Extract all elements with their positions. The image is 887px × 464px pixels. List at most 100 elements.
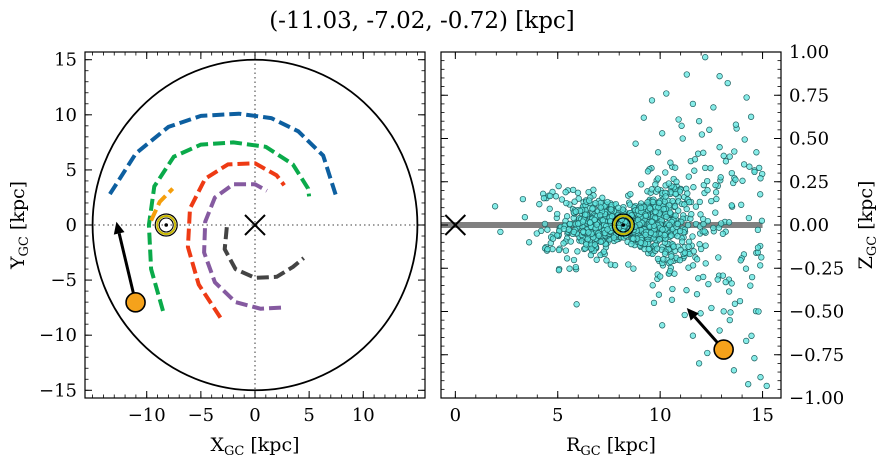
scatter-point — [755, 308, 762, 315]
rz-panel: 0 5 10 15 −1.00 −0.75 −0.50 −0.25 0.00 0.25 0.50 0.… — [440, 42, 880, 459]
scatter-point — [696, 198, 703, 206]
scatter-point — [584, 235, 591, 243]
sun-yellow-ring — [156, 215, 177, 235]
scatter-point — [600, 248, 608, 255]
scatter-point — [579, 218, 587, 225]
scatter-point — [657, 273, 664, 280]
scatter-point — [675, 207, 682, 214]
scatter-point — [671, 203, 679, 210]
scatter-point — [745, 214, 753, 222]
scatter-point — [747, 113, 755, 120]
y-tick-label: −5 — [50, 270, 77, 291]
scatter-point — [731, 300, 739, 307]
scatter-point — [731, 148, 738, 155]
scatter-point — [586, 197, 593, 204]
scatter-point — [702, 164, 709, 172]
scatter-point — [571, 198, 578, 205]
x-tick-label: 0 — [249, 405, 260, 426]
scatter-point — [642, 212, 650, 219]
scatter-point — [632, 140, 639, 147]
scatter-point — [663, 213, 670, 220]
scatter-point — [595, 232, 603, 239]
scatter-point — [560, 225, 568, 233]
scatter-point — [668, 232, 675, 239]
scatter-point — [554, 210, 561, 218]
scatter-point — [751, 168, 758, 176]
scatter-point — [563, 199, 570, 207]
xy-xlabel: XGC [kpc] — [210, 434, 299, 459]
scatter-point — [690, 184, 697, 191]
scatter-point — [737, 257, 744, 264]
scatter-point — [691, 167, 698, 174]
scatter-point — [667, 258, 674, 266]
scatter-point — [573, 301, 580, 308]
scatter-point — [668, 296, 676, 303]
scatter-point — [588, 245, 595, 252]
scatter-point — [672, 164, 679, 171]
velocity-arrow-shaft — [117, 233, 138, 303]
y-tick-label: 15 — [54, 50, 77, 71]
y-tick-label: 0.50 — [789, 129, 829, 150]
scatter-point — [668, 253, 675, 260]
scatter-point — [728, 280, 735, 287]
scatter-point — [637, 239, 644, 246]
galactic-center-x — [444, 214, 467, 236]
scatter-point — [684, 190, 691, 197]
scatter-point — [553, 232, 561, 239]
scatter-point — [674, 220, 681, 228]
y-tick-label: −0.75 — [789, 345, 844, 366]
scatter-point — [607, 206, 615, 213]
scatter-point — [754, 244, 762, 251]
scatter-point — [533, 230, 540, 237]
x-tick-label: 5 — [303, 405, 314, 426]
scatter-point — [672, 212, 679, 219]
y-tick-label: −0.50 — [789, 302, 844, 323]
scatter-point — [586, 219, 594, 226]
scatter-point — [700, 220, 707, 228]
scatter-point — [536, 201, 543, 208]
scatter-point — [546, 205, 553, 212]
scatter-point — [572, 263, 579, 271]
scatter-point — [720, 152, 727, 159]
scatter-point — [757, 191, 764, 198]
x-tick-label: 10 — [352, 405, 375, 426]
scatter-point — [730, 367, 738, 374]
scatter-point — [669, 285, 676, 293]
sun-inner-ring — [158, 217, 174, 233]
scatter-point — [720, 308, 727, 315]
scatter-point — [604, 226, 611, 233]
scatter-point — [544, 246, 551, 253]
scatter-point — [648, 97, 656, 104]
scatter-point — [757, 262, 764, 269]
scatter-point — [751, 355, 758, 362]
scatter-point — [738, 201, 745, 208]
scatter-point — [748, 332, 755, 339]
scatter-point — [693, 256, 701, 263]
sun-outer-ring — [611, 213, 635, 237]
scatter-point — [549, 235, 557, 242]
y-tick-label: 10 — [54, 105, 77, 126]
velocity-arrow-head — [686, 308, 699, 321]
scatter-point — [662, 169, 669, 176]
scatter-point — [562, 247, 570, 254]
rz-xlabel: RGC [kpc] — [566, 434, 656, 459]
scatter-point — [704, 187, 711, 194]
scatter-point — [628, 240, 635, 248]
scatter-point — [582, 211, 589, 218]
scatter-point — [743, 337, 750, 345]
x-tick-label: −10 — [128, 405, 166, 426]
scatter-point — [757, 175, 764, 182]
scatter-point — [562, 189, 569, 196]
x-tick-label: 5 — [552, 405, 563, 426]
scatter-point — [589, 205, 596, 212]
sun-dot — [164, 223, 169, 227]
scatter-point — [700, 181, 707, 189]
scatter-point — [630, 235, 637, 242]
scatter-point — [626, 201, 634, 208]
scatter-point — [650, 299, 658, 307]
scatter-point — [644, 168, 652, 175]
y-tick-label: 0.25 — [789, 172, 829, 193]
scatter-point — [656, 236, 663, 243]
scatter-point — [660, 206, 667, 213]
figure-title: (-11.03, -7.02, -0.72) [kpc] — [269, 8, 575, 34]
